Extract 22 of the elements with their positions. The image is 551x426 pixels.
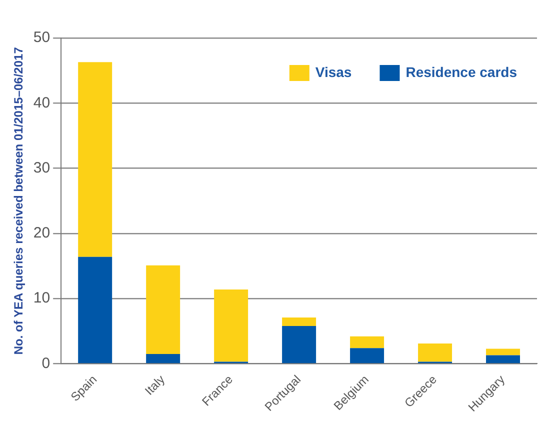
bar — [78, 62, 112, 257]
bar — [214, 289, 248, 362]
bar — [78, 256, 112, 364]
x-tick-label: Italy — [142, 372, 168, 398]
bar — [486, 355, 520, 364]
legend-label: Visas — [315, 64, 352, 80]
y-tick-label: 50 — [33, 29, 50, 46]
y-tick-label: 40 — [33, 94, 50, 112]
bar — [350, 336, 384, 348]
bar — [418, 344, 452, 362]
bar — [282, 317, 316, 326]
bar — [350, 348, 384, 364]
y-tick-label: 20 — [33, 224, 50, 242]
bar — [146, 354, 180, 364]
bar — [486, 348, 520, 356]
y-tick-label: 10 — [33, 290, 50, 307]
bar — [282, 326, 316, 364]
y-tick-label: 30 — [33, 159, 50, 176]
bar — [146, 265, 180, 354]
y-axis-title: No. of YEA queries received between 01/2015–06/2017 — [12, 46, 26, 355]
legend-label: Residence cards — [406, 64, 518, 80]
y-tick-label: 0 — [42, 354, 50, 372]
